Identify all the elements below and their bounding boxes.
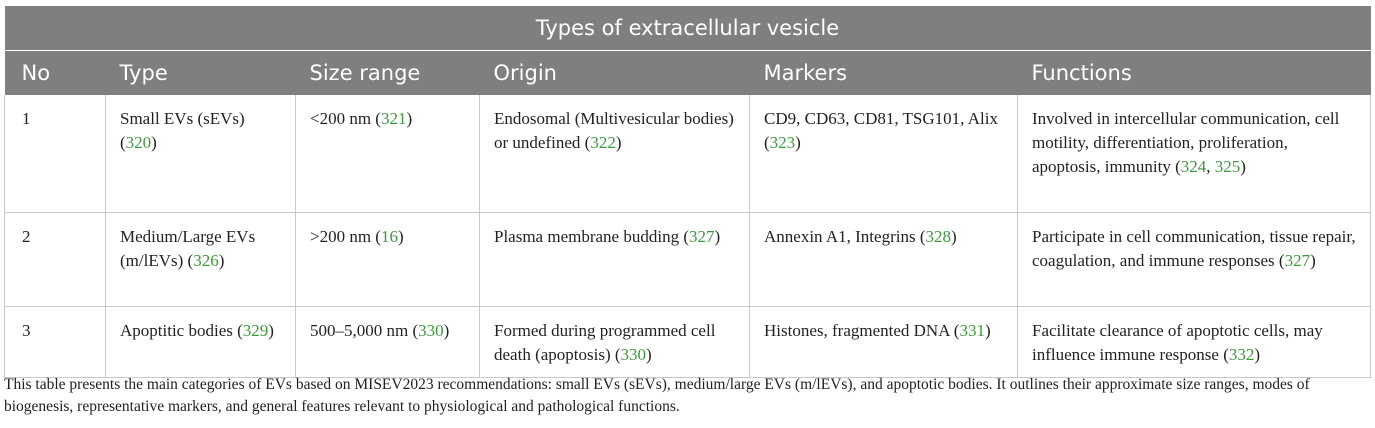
reference-link[interactable]: 329 xyxy=(242,321,269,340)
column-header-size-range: Size range xyxy=(295,50,480,95)
cell-text: Involved in intercellular communication,… xyxy=(1032,108,1340,176)
cell-origin: Plasma membrane budding (327) xyxy=(479,212,750,307)
ev-types-table-container: Types of extracellular vesicle No Type S… xyxy=(4,6,1371,378)
table-row: 2 Medium/Large EVs (m/lEVs) (326) >200 n… xyxy=(4,212,1371,307)
table-row: 3 Apoptitic bodies (329) 500–5,000 nm (3… xyxy=(4,306,1371,378)
cell-text: <200 nm ( xyxy=(310,108,381,128)
cell-text-end: ) xyxy=(950,227,957,246)
reference-link[interactable]: 327 xyxy=(689,227,715,246)
cell-text: CD9, CD63, CD81, TSG101, Alix ( xyxy=(764,108,998,152)
column-header-origin: Origin xyxy=(479,50,750,95)
reference-link[interactable]: 322 xyxy=(590,132,616,152)
column-header-functions: Functions xyxy=(1017,50,1371,95)
cell-text-end: ) xyxy=(795,132,801,152)
reference-link[interactable]: 16 xyxy=(380,227,398,246)
cell-text: Formed during programmed cell death (apo… xyxy=(494,321,716,364)
cell-type: Apoptitic bodies (329) xyxy=(105,306,296,378)
cell-text-end: ) xyxy=(1310,251,1316,270)
column-header-markers: Markers xyxy=(749,50,1018,95)
ev-types-table: Types of extracellular vesicle No Type S… xyxy=(4,6,1371,378)
cell-size-range: <200 nm (321) xyxy=(295,94,480,213)
cell-text-end: ) xyxy=(1254,345,1261,364)
cell-text: Plasma membrane budding ( xyxy=(494,227,689,246)
reference-link[interactable]: 321 xyxy=(380,108,407,128)
cell-text-end: ) xyxy=(397,227,404,246)
cell-size-range: >200 nm (16) xyxy=(295,212,480,307)
cell-text: Endosomal (Multivesicular bodies) or und… xyxy=(494,108,734,152)
cell-text: Histones, fragmented DNA ( xyxy=(764,321,960,340)
cell-no: 3 xyxy=(4,306,106,378)
cell-markers: Annexin A1, Integrins (328) xyxy=(749,212,1018,307)
reference-link[interactable]: 332 xyxy=(1228,345,1255,364)
cell-functions: Facilitate clearance of apoptotic cells,… xyxy=(1017,306,1371,378)
cell-text: >200 nm ( xyxy=(310,227,381,246)
cell-functions: Involved in intercellular communication,… xyxy=(1017,94,1371,213)
cell-text: Small EVs (sEVs) ( xyxy=(120,108,245,152)
cell-type: Medium/Large EVs (m/lEVs) (326) xyxy=(105,212,296,307)
cell-text-end: ) xyxy=(268,321,274,340)
table-caption: Types of extracellular vesicle xyxy=(4,6,1371,51)
reference-link[interactable]: 325 xyxy=(1214,156,1241,176)
cell-type: Small EVs (sEVs) (320) xyxy=(105,94,296,213)
cell-text: Medium/Large EVs (m/lEVs) ( xyxy=(120,227,256,270)
cell-text-end: ) xyxy=(1240,156,1246,176)
cell-no: 2 xyxy=(4,212,106,307)
cell-functions: Participate in cell communication, tissu… xyxy=(1017,212,1371,307)
reference-link[interactable]: 326 xyxy=(193,251,219,270)
reference-link[interactable]: 320 xyxy=(125,132,152,152)
ref-separator: , xyxy=(1206,156,1215,176)
cell-no: 1 xyxy=(4,94,106,213)
cell-text-end: ) xyxy=(443,321,450,340)
cell-origin: Formed during programmed cell death (apo… xyxy=(479,306,750,378)
cell-size-range: 500–5,000 nm (330) xyxy=(295,306,480,378)
cell-text: Facilitate clearance of apoptotic cells,… xyxy=(1032,321,1323,364)
table-footnote: This table presents the main categories … xyxy=(4,376,1310,415)
cell-markers: CD9, CD63, CD81, TSG101, Alix (323) xyxy=(749,94,1018,213)
reference-link[interactable]: 327 xyxy=(1284,251,1311,270)
reference-link[interactable]: 330 xyxy=(620,345,647,364)
cell-text-end: ) xyxy=(615,132,622,152)
reference-link[interactable]: 323 xyxy=(769,132,796,152)
table-row: 1 Small EVs (sEVs) (320) <200 nm (321) E… xyxy=(4,94,1371,213)
reference-link[interactable]: 328 xyxy=(925,227,951,246)
cell-text: Apoptitic bodies ( xyxy=(120,321,243,340)
column-header-no: No xyxy=(4,50,106,95)
reference-link[interactable]: 331 xyxy=(959,321,985,340)
cell-text: Participate in cell communication, tissu… xyxy=(1032,227,1356,270)
cell-text-end: ) xyxy=(646,345,652,364)
cell-text-end: ) xyxy=(218,251,225,270)
cell-text: 500–5,000 nm ( xyxy=(310,321,419,340)
cell-origin: Endosomal (Multivesicular bodies) or und… xyxy=(479,94,750,213)
cell-markers: Histones, fragmented DNA (331) xyxy=(749,306,1018,378)
column-header-type: Type xyxy=(105,50,296,95)
cell-text-end: ) xyxy=(714,227,721,246)
reference-link[interactable]: 330 xyxy=(418,321,444,340)
reference-link[interactable]: 324 xyxy=(1180,156,1207,176)
cell-text-end: ) xyxy=(984,321,991,340)
cell-text-end: ) xyxy=(151,132,157,152)
cell-text: Annexin A1, Integrins ( xyxy=(764,227,926,246)
cell-text-end: ) xyxy=(406,108,413,128)
